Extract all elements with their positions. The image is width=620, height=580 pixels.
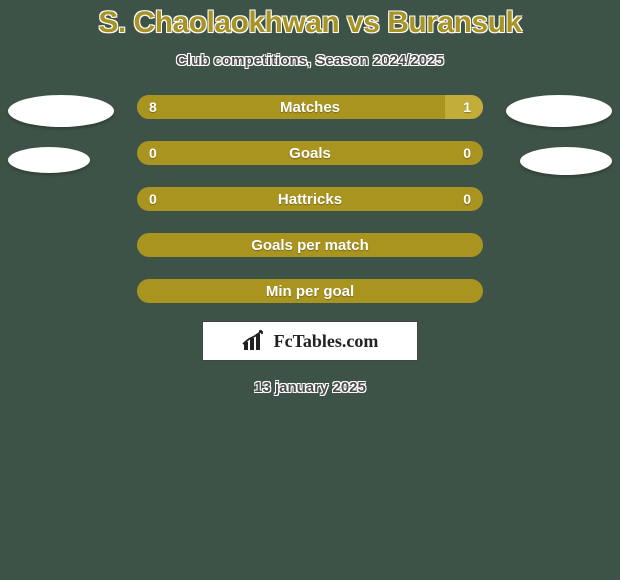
stat-bar-row: Matches81 bbox=[137, 95, 483, 119]
header: S. Chaolaokhwan vs Buransuk Club competi… bbox=[0, 0, 620, 69]
comparison-infographic: S. Chaolaokhwan vs Buransuk Club competi… bbox=[0, 0, 620, 580]
chart-bars-icon bbox=[242, 330, 268, 352]
snapshot-date: 13 january 2025 bbox=[0, 379, 620, 396]
stat-bar-left-seg bbox=[137, 187, 483, 211]
player-chips-left bbox=[8, 95, 114, 173]
fctables-logo: FcTables.com bbox=[202, 321, 418, 361]
player-chip bbox=[506, 95, 612, 127]
stat-bar-left-seg bbox=[137, 141, 483, 165]
stat-bar-left-seg bbox=[137, 279, 483, 303]
footer: FcTables.com 13 january 2025 bbox=[0, 321, 620, 396]
stat-bar-row: Min per goal bbox=[137, 279, 483, 303]
stat-bar-row: Goals per match bbox=[137, 233, 483, 257]
player-chip bbox=[520, 147, 612, 175]
player-chips-right bbox=[506, 95, 612, 175]
page-title: S. Chaolaokhwan vs Buransuk bbox=[0, 6, 620, 40]
player-chip bbox=[8, 147, 90, 173]
stat-bars: Matches81 Goals00 Hattricks00 Goals per mat… bbox=[137, 95, 483, 303]
page-subtitle: Club competitions, Season 2024/2025 bbox=[0, 52, 620, 69]
player-chip bbox=[8, 95, 114, 127]
logo-text: FcTables.com bbox=[274, 331, 379, 352]
stat-bar-left-seg bbox=[137, 233, 483, 257]
stat-bar-row: Goals00 bbox=[137, 141, 483, 165]
stat-bar-right-seg bbox=[445, 95, 483, 119]
stat-bar-row: Hattricks00 bbox=[137, 187, 483, 211]
stat-bar-left-seg bbox=[137, 95, 445, 119]
comparison-body: Matches81 Goals00 Hattricks00 Goals per mat… bbox=[0, 95, 620, 303]
